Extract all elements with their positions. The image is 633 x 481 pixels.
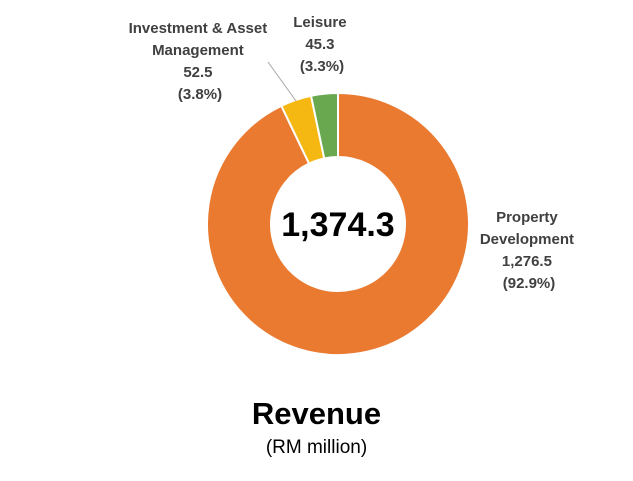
donut-chart: 1,374.3 Leisure 45.3 (3.3%) Investment &… bbox=[129, 14, 578, 356]
slices-group bbox=[206, 91, 470, 356]
chart-subtitle: (RM million) bbox=[265, 437, 368, 458]
slice-label-investment-asset-management: Investment & Asset Management 52.5 (3.8%… bbox=[129, 20, 272, 103]
slice-label-property-development: Property Development 1,276.5 (92.9%) bbox=[480, 209, 578, 292]
center-total-label: 1,374.3 bbox=[281, 206, 394, 244]
slice-leisure bbox=[309, 91, 339, 160]
slice-label-leisure: Leisure 45.3 (3.3%) bbox=[293, 14, 351, 75]
slice-property-development bbox=[206, 91, 470, 356]
chart-title: Revenue bbox=[251, 396, 382, 431]
leader-line bbox=[267, 61, 297, 102]
